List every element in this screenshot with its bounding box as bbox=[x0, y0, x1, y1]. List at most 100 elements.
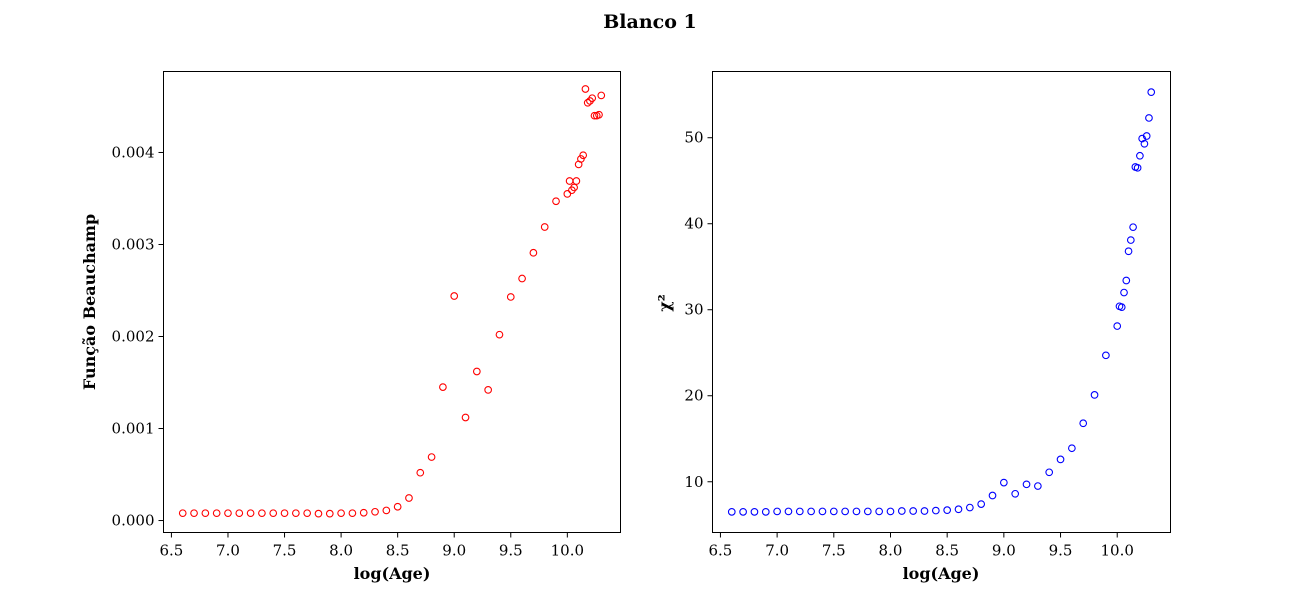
left-x-tick-label: 9.5 bbox=[499, 542, 523, 560]
left-data-point bbox=[495, 330, 504, 339]
left-x-tick-label: 10.0 bbox=[551, 542, 584, 560]
right-data-point bbox=[1045, 468, 1054, 477]
left-data-point bbox=[280, 509, 289, 518]
right-data-point bbox=[1120, 288, 1128, 297]
right-data-point bbox=[1129, 223, 1137, 232]
right-data-point bbox=[1147, 88, 1156, 96]
right-x-tick-label: 9.5 bbox=[1049, 542, 1073, 560]
left-data-point bbox=[348, 509, 357, 518]
right-data-point bbox=[727, 508, 736, 516]
right-data-point bbox=[1000, 478, 1008, 487]
right-data-point bbox=[1034, 482, 1042, 490]
left-data-point bbox=[190, 509, 198, 518]
right-data-point bbox=[909, 507, 918, 515]
left-data-point bbox=[371, 507, 379, 516]
right-x-tick-label: 8.5 bbox=[935, 542, 959, 560]
right-data-point bbox=[1090, 391, 1099, 399]
left-data-point bbox=[359, 508, 368, 517]
right-data-point bbox=[829, 507, 838, 516]
right-y-axis-label: χ² bbox=[655, 294, 674, 312]
right-data-point bbox=[1056, 455, 1065, 464]
left-data-point bbox=[506, 293, 515, 301]
left-data-point bbox=[552, 197, 560, 206]
left-data-point bbox=[595, 110, 603, 119]
right-data-point bbox=[1142, 132, 1151, 140]
right-data-point bbox=[931, 506, 940, 515]
left-data-point bbox=[291, 509, 300, 518]
right-plot-frame bbox=[712, 71, 1171, 533]
left-data-point bbox=[472, 367, 481, 376]
left-data-point bbox=[529, 248, 538, 257]
left-x-tick-label: 7.0 bbox=[216, 542, 240, 560]
left-data-point bbox=[450, 292, 459, 300]
figure-title: Blanco 1 bbox=[603, 11, 696, 33]
left-data-point bbox=[303, 509, 312, 518]
right-data-point bbox=[807, 507, 815, 516]
left-data-point bbox=[337, 509, 345, 518]
left-ticks: 6.5 7.0 7.5 8.0 8.5 9.0 9.5 10.0 0.000 0.001 0.002… bbox=[112, 143, 584, 559]
left-data-point bbox=[570, 183, 578, 192]
right-data-point bbox=[897, 507, 906, 515]
right-data-point bbox=[1102, 351, 1110, 360]
right-data-point bbox=[1113, 322, 1122, 330]
right-data-point bbox=[977, 500, 986, 508]
right-data-point bbox=[1122, 276, 1131, 285]
left-data-point bbox=[484, 386, 493, 394]
left-data-point bbox=[588, 94, 597, 103]
left-data-point bbox=[579, 151, 588, 160]
left-y-tick-label: 0.004 bbox=[112, 143, 155, 161]
right-data-point bbox=[852, 507, 861, 516]
left-data-point bbox=[258, 509, 266, 518]
right-x-tick-label: 6.5 bbox=[709, 542, 733, 560]
right-data-point bbox=[886, 507, 895, 516]
left-data-point bbox=[405, 494, 413, 502]
right-data-point bbox=[761, 508, 770, 516]
left-data-point bbox=[269, 509, 278, 518]
left-data-point bbox=[314, 509, 323, 518]
left-data-point bbox=[416, 468, 425, 477]
left-x-axis-label: log(Age) bbox=[354, 564, 431, 583]
left-data-point bbox=[382, 506, 391, 515]
left-data-point bbox=[246, 509, 255, 518]
right-x-tick-label: 7.5 bbox=[822, 542, 846, 560]
right-data-point bbox=[773, 507, 781, 516]
right-data-point bbox=[943, 506, 952, 514]
right-data-point bbox=[965, 503, 974, 512]
left-x-tick-label: 8.5 bbox=[386, 542, 410, 560]
right-data-point bbox=[784, 507, 793, 516]
left-data-point bbox=[461, 413, 470, 422]
right-data-point bbox=[875, 507, 883, 516]
left-data-point bbox=[590, 111, 599, 120]
left-x-tick-label: 7.5 bbox=[273, 542, 297, 560]
right-data-point bbox=[1124, 247, 1133, 256]
left-y-tick-label: 0.000 bbox=[112, 512, 155, 530]
left-data-point bbox=[540, 223, 549, 231]
right-data-point bbox=[920, 507, 929, 515]
left-chart: log(Age) Função Beauchamp 6.5 7.0 7.5 8.0 8.… bbox=[80, 71, 621, 583]
right-data-point bbox=[1079, 419, 1088, 428]
left-data-point bbox=[439, 383, 447, 391]
left-series bbox=[178, 85, 606, 518]
left-data-point bbox=[178, 509, 187, 518]
right-data-point bbox=[988, 491, 997, 500]
left-data-point bbox=[518, 274, 526, 283]
right-data-point bbox=[1140, 139, 1149, 148]
left-y-axis-label: Função Beauchamp bbox=[80, 214, 99, 390]
left-data-point bbox=[393, 502, 402, 511]
right-x-tick-label: 9.0 bbox=[992, 542, 1016, 560]
right-x-axis-label: log(Age) bbox=[903, 564, 980, 583]
right-x-tick-label: 8.0 bbox=[879, 542, 903, 560]
left-data-point bbox=[581, 85, 590, 93]
right-x-tick-label: 7.0 bbox=[765, 542, 789, 560]
left-data-point bbox=[427, 453, 436, 461]
left-y-tick-label: 0.001 bbox=[112, 420, 155, 438]
left-data-point bbox=[201, 509, 210, 518]
right-data-point bbox=[739, 508, 747, 516]
right-data-point bbox=[1126, 236, 1135, 244]
left-data-point bbox=[565, 177, 574, 185]
left-data-point bbox=[325, 509, 334, 518]
right-ticks: 6.5 7.0 7.5 8.0 8.5 9.0 9.5 10.0 10 20 30 40 50 bbox=[684, 129, 1134, 560]
left-data-point bbox=[224, 509, 232, 518]
left-x-tick-label: 9.0 bbox=[442, 542, 466, 560]
